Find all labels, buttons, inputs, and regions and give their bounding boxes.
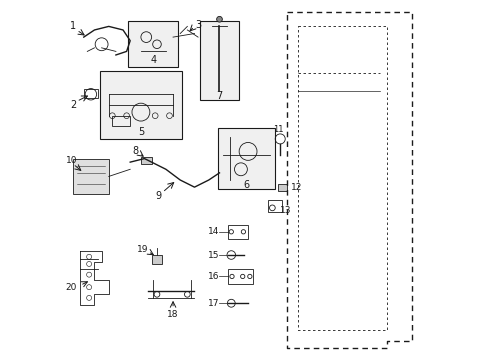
Bar: [228, 269, 253, 284]
FancyBboxPatch shape: [128, 21, 178, 67]
Text: 1: 1: [70, 21, 76, 31]
Text: 3: 3: [195, 19, 201, 30]
Text: 9: 9: [155, 191, 162, 201]
Bar: [73, 158, 108, 194]
Text: 14: 14: [208, 227, 219, 236]
Bar: [141, 157, 151, 164]
Text: 8: 8: [132, 147, 138, 157]
Circle shape: [216, 17, 222, 22]
Bar: [83, 89, 98, 98]
Text: 13: 13: [280, 206, 291, 215]
Text: 18: 18: [167, 310, 179, 319]
Text: 15: 15: [207, 251, 219, 260]
Bar: [112, 116, 130, 126]
FancyBboxPatch shape: [200, 21, 239, 100]
Bar: [277, 184, 286, 191]
Text: 4: 4: [150, 55, 156, 65]
Text: 17: 17: [207, 299, 219, 308]
Text: 19: 19: [137, 245, 148, 254]
Bar: [267, 200, 282, 212]
Bar: [151, 255, 162, 264]
Text: 20: 20: [65, 283, 77, 292]
FancyBboxPatch shape: [100, 71, 182, 139]
Text: 10: 10: [65, 156, 77, 165]
Text: 7: 7: [216, 91, 222, 101]
Text: 12: 12: [290, 183, 302, 192]
Bar: [228, 225, 247, 239]
Text: 11: 11: [273, 126, 284, 135]
Text: 5: 5: [138, 127, 144, 137]
Text: 6: 6: [243, 180, 249, 190]
FancyBboxPatch shape: [217, 128, 274, 189]
Text: 16: 16: [207, 272, 219, 281]
Text: 2: 2: [70, 100, 76, 110]
